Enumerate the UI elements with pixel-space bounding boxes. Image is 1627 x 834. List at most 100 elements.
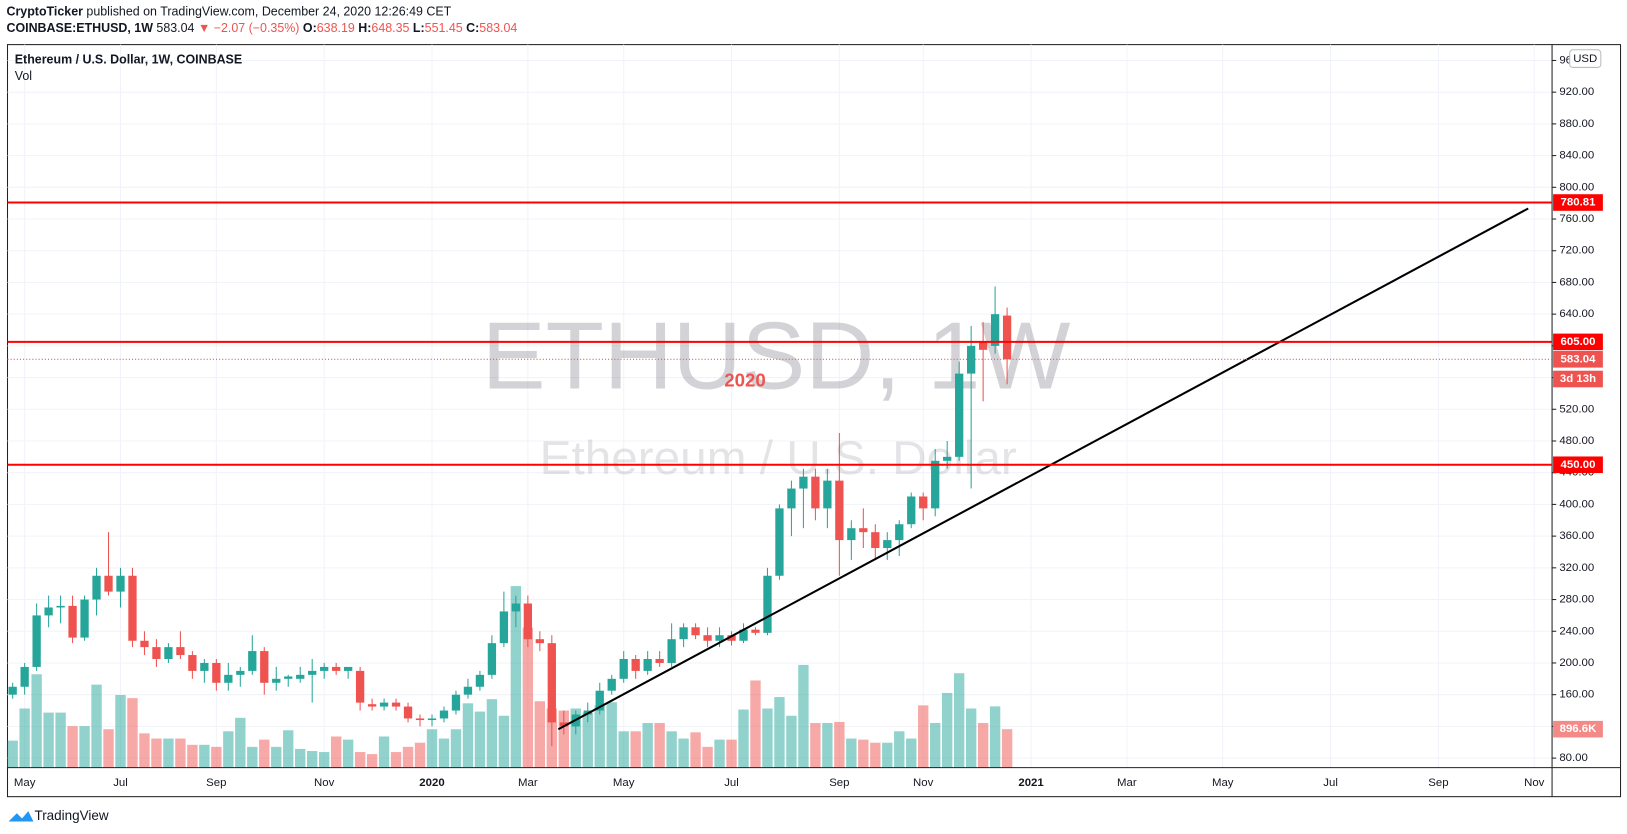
volume-bar [965,708,977,768]
level-label: 780.81 [1561,197,1597,209]
volume-bar [534,701,546,768]
y-tick-label: 840.00 [1559,150,1594,162]
volume-bar [582,712,593,768]
y-tick-label: 880.00 [1559,118,1594,130]
candle-body [511,603,521,612]
volume-bar [941,692,953,768]
volume-bar [918,705,929,768]
candle-body [272,678,281,683]
volume-bar [822,722,833,768]
footer-brand: TradingView [34,808,108,823]
candle-body [152,647,161,660]
volume-bar [127,698,138,768]
volume-bar [151,738,162,768]
candle-body [355,670,365,703]
candle-body [308,670,317,675]
ohlc-label: C: [466,21,479,35]
volume-label: 896.6K [1560,723,1598,735]
candle-body [212,662,221,683]
volume-bar [666,731,677,768]
candle-body [990,314,1000,346]
volume-bar [798,664,809,768]
ohlc-label: H: [358,21,371,35]
volume-bar [977,722,989,768]
volume-bar [91,684,102,768]
candle-body [236,670,245,675]
x-tick-label: Nov [314,777,335,789]
volume-bar [223,731,234,768]
levels: 780.81 605.00 450.00 583.04 3d 13h 896.6K [7,194,1603,738]
volume-bar [187,744,198,768]
currency-box[interactable] [1569,49,1602,68]
candle-body [415,718,425,721]
candle-body [92,575,101,600]
volume-bar [594,705,605,768]
candle-body [68,605,77,638]
candle-body [1002,315,1012,360]
volume-bar [558,710,569,768]
candle-body [595,690,604,711]
candle-body [403,706,413,719]
y-tick-label: 720.00 [1559,245,1594,257]
candle-body [523,603,532,640]
candle-body [895,524,904,541]
volume-bar [283,730,294,768]
candle-body [320,666,329,671]
volume-bar [522,627,534,768]
volume-bar [810,722,821,768]
y-tick-label: 920.00 [1559,86,1594,98]
volume-bar [79,726,90,768]
candle-body [427,718,437,721]
volume-bar [307,751,318,768]
candle-body [619,659,628,679]
volume-bar [378,736,390,768]
candle-body [883,540,892,549]
candle-body [248,651,257,671]
volume-bar [7,740,18,768]
volume-bar [354,752,366,768]
candle-body [739,629,748,641]
volume-bar [450,729,462,768]
candle-body [343,666,353,671]
countdown: 3d 13h [1560,373,1596,385]
symbol: COINBASE:ETHUSD, 1W [6,21,153,35]
x-tick-label: May [14,777,36,789]
volume-bar [570,708,581,768]
candle-body [296,674,305,679]
candle-body [20,666,29,687]
volume-label-bg [1553,720,1603,738]
volume-bar [894,731,905,768]
volume-bar [762,708,773,768]
grid [7,44,1553,768]
volume-bar [318,752,330,768]
volume-bar [930,722,941,768]
volume-bar [690,732,701,768]
level-label-bg [1553,194,1603,211]
annotation: 2020 [724,370,766,391]
ohlc-value: 551.45 [425,21,463,35]
candle-body [835,480,844,541]
level-label: 605.00 [1561,336,1596,348]
level-label-bg [1553,456,1603,474]
last-price: 583.04 [156,21,194,35]
candles [8,286,1012,747]
volume-bar [834,721,845,768]
last-price-label: 583.04 [1561,353,1597,365]
volume-bar [678,738,689,768]
volume-bar [474,711,486,768]
candle-body [475,674,485,687]
currency[interactable]: USD [1573,53,1597,65]
volume-bar [139,733,150,768]
ohlc-value: 583.04 [479,21,517,35]
x-tick-label: 2020 [419,777,444,789]
volume-bar [19,708,30,768]
candle-body [775,508,784,576]
candle-body [332,666,341,671]
candle-body [943,456,952,461]
candle-body [487,643,497,675]
volume-bar [630,731,641,768]
volume-bar [870,742,881,768]
candle-body [966,345,976,374]
candle-body [715,635,724,641]
